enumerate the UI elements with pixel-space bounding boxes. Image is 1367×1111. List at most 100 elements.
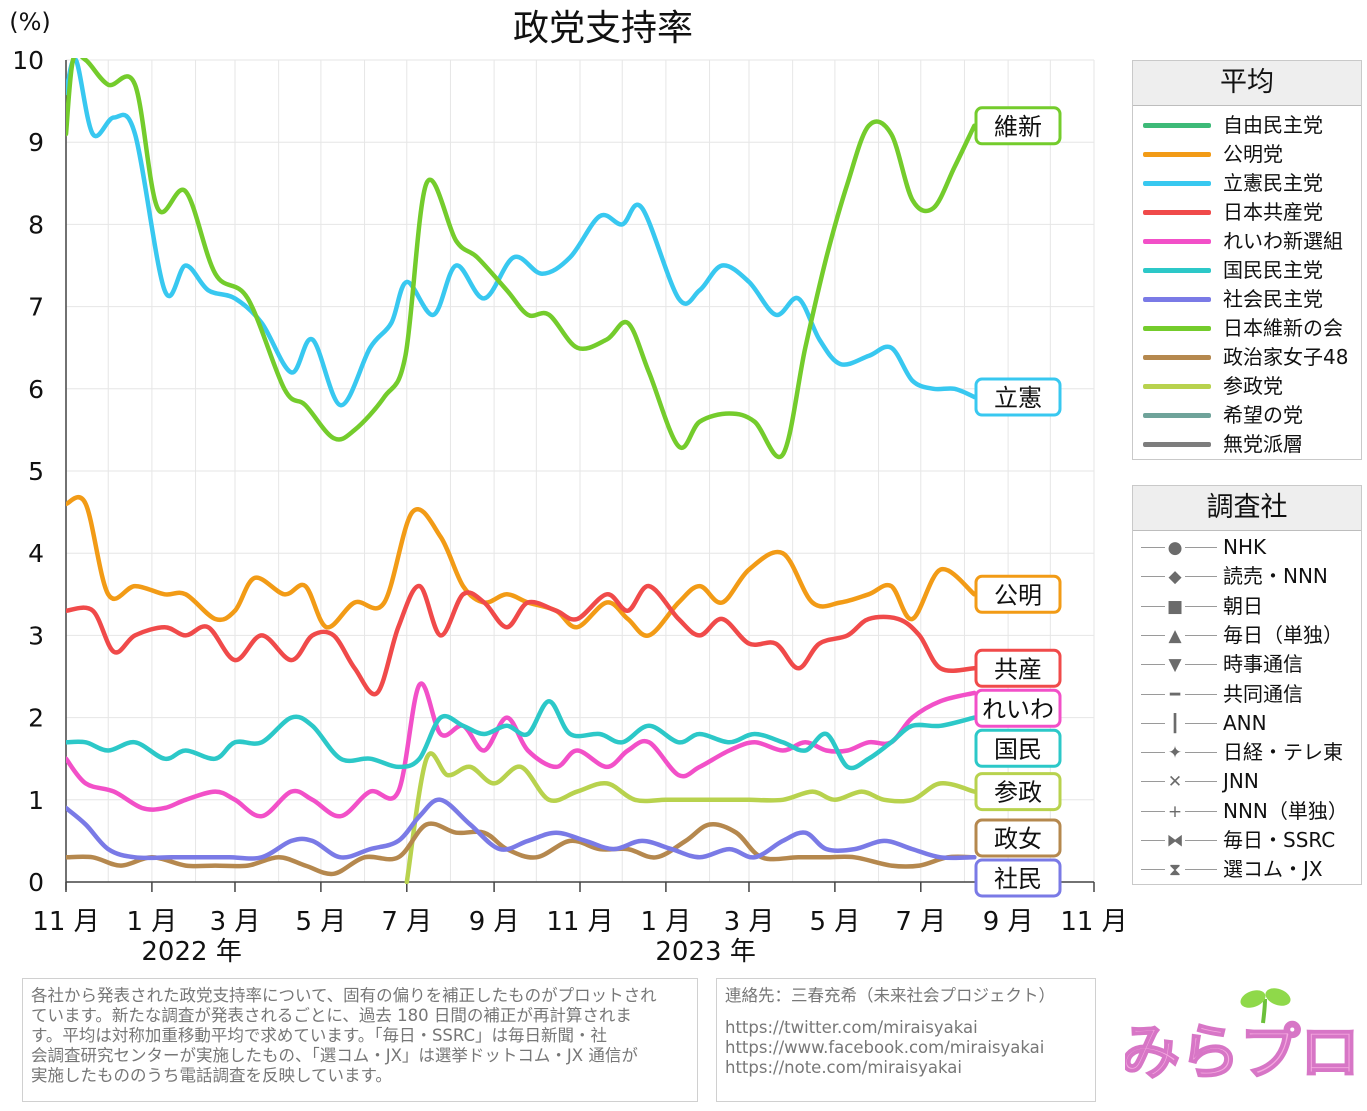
series-tag-box <box>974 772 1062 812</box>
series-tag-公明: 公明 <box>974 574 1062 614</box>
average-legend-item: 参政党 <box>1133 372 1361 401</box>
legend-label: 朝日 <box>1223 593 1263 618</box>
y-tick-label: 8 <box>28 210 44 239</box>
average-legend-item: 無党派層 <box>1133 430 1361 459</box>
y-tick-label: 10 <box>12 46 44 75</box>
legend-label: 参政党 <box>1223 374 1283 398</box>
series-tag-label: 立憲 <box>994 384 1042 412</box>
series-tag-box <box>974 858 1062 898</box>
legend-label: 時事通信 <box>1223 652 1303 677</box>
x-tick-label: 11 月 <box>32 907 99 937</box>
hourglass-marker-icon: ⧗ <box>1165 860 1185 881</box>
series-line-政女 <box>66 821 977 877</box>
legend-label: 国民民主党 <box>1223 258 1323 282</box>
dash-marker-icon: ━ <box>1165 684 1185 705</box>
series-tag-box <box>974 106 1062 146</box>
x-tick-label: 11 月 <box>546 907 613 937</box>
legend-swatch <box>1143 239 1211 244</box>
survey-legend-item: ● NHK <box>1133 533 1361 562</box>
legend-label: 共同通信 <box>1223 681 1303 706</box>
cross-marker-icon: ✕ <box>1165 772 1185 793</box>
x-tick-label: 3 月 <box>210 907 261 937</box>
footnote-line: ています。新たな調査が発表されるごとに、過去 180 日間の補正が再計算されま <box>31 1006 632 1025</box>
y-tick-label: 6 <box>28 375 44 404</box>
legend-swatch <box>1143 442 1211 447</box>
average-legend: 平均 自由民主党公明党立憲民主党日本共産党 れいわ新選組 国民民主党社会民主党日本維… <box>1132 60 1362 460</box>
footnote-line: 各社から発表された政党支持率について、固有の偏りを補正したものがプロットされ <box>31 986 657 1005</box>
average-legend-title: 平均 <box>1133 61 1361 106</box>
x-tick-label: 9 月 <box>983 907 1034 937</box>
footnote-box: 各社から発表された政党支持率について、固有の偏りを補正したものがプロットされ て… <box>22 978 698 1102</box>
series-line-立憲 <box>66 58 977 408</box>
legend-label: 公明党 <box>1223 142 1283 166</box>
series-line-社民 <box>66 797 977 861</box>
footnote-line: 実施したもののうち電話調査を反映しています。 <box>31 1066 392 1085</box>
series-tag-box <box>974 574 1062 614</box>
legend-label: 読売・NNN <box>1223 564 1328 589</box>
x-tick-label: 9 月 <box>469 907 520 937</box>
series-tag-label: 維新 <box>994 113 1042 141</box>
legend-swatch <box>1143 268 1211 273</box>
average-legend-item: 日本維新の会 <box>1133 314 1361 343</box>
series-line-れいわ <box>66 681 977 819</box>
series-line-公明 <box>66 495 977 638</box>
x-tick-label: 1 月 <box>126 907 177 937</box>
legend-swatch <box>1143 123 1211 128</box>
miraipro-logo: みらプロ <box>1125 988 1355 1089</box>
legend-label: 毎日・SSRC <box>1223 828 1336 852</box>
x-tick-label: 7 月 <box>895 907 946 937</box>
series-tag-label: 共産 <box>994 655 1042 683</box>
legend-label: NNN（単独） <box>1223 798 1348 823</box>
y-axis-unit-label: (%) <box>9 8 51 36</box>
survey-legend-item: ⧓ 毎日・SSRC <box>1133 826 1361 855</box>
x-tick-label: 7 月 <box>381 907 432 937</box>
legend-label: 希望の党 <box>1223 403 1303 427</box>
series-line-共産 <box>66 583 977 697</box>
plus-marker-icon: + <box>1165 801 1185 822</box>
axes: 0 1 2 3 4 5 6 7 8 9 10 11 月 1 月 3 月 5 月 7 月 9 月 11 月 1 月 3 … <box>12 46 1127 967</box>
year-label: 2023 年 <box>655 937 755 967</box>
average-legend-item: 社会民主党 <box>1133 285 1361 314</box>
legend-swatch <box>1143 413 1211 418</box>
legend-label: れいわ新選組 <box>1223 229 1343 253</box>
legend-label: 日本維新の会 <box>1223 316 1343 340</box>
y-tick-label: 4 <box>28 539 44 568</box>
legend-label: 社会民主党 <box>1223 287 1323 311</box>
series-tag-label: 社民 <box>994 865 1042 893</box>
average-legend-item: れいわ新選組 <box>1133 227 1361 256</box>
survey-legend: 調査社 ● NHK ◆ 読売・NNN ■ 朝日 ▲ 毎日（単独） ▼ 時事通信 ━ 共同通信 ┃ ANN ✦… <box>1132 485 1362 885</box>
survey-legend-item: ▼ 時事通信 <box>1133 650 1361 679</box>
series-tag-label: れいわ <box>982 695 1054 723</box>
legend-label: 自由民主党 <box>1223 113 1323 137</box>
average-legend-item: 日本共産党 <box>1133 198 1361 227</box>
series-tag-label: 政女 <box>994 825 1042 853</box>
facebook-link[interactable]: https://www.facebook.com/miraisyakai <box>725 1038 1045 1057</box>
series-tag-box <box>974 648 1062 688</box>
twitter-link[interactable]: https://twitter.com/miraisyakai <box>725 1018 978 1037</box>
y-tick-label: 2 <box>28 704 44 733</box>
series-tag-box <box>974 688 1062 728</box>
series-tag-box <box>974 818 1062 858</box>
series-line-維新 <box>66 58 977 460</box>
survey-legend-item: ┃ ANN <box>1133 709 1361 738</box>
contact-label: 連絡先：三春充希（未来社会プロジェクト） <box>725 986 1055 1005</box>
y-tick-label: 7 <box>28 293 44 322</box>
x-tick-label: 1 月 <box>640 907 691 937</box>
legend-label: NHK <box>1223 535 1267 559</box>
square-marker-icon: ■ <box>1165 596 1185 617</box>
series-tag-参政: 参政 <box>974 772 1062 812</box>
legend-label: 立憲民主党 <box>1223 171 1323 195</box>
y-tick-label: 5 <box>28 457 44 486</box>
survey-legend-item: ⧗ 選コム・JX <box>1133 855 1361 884</box>
note-link[interactable]: https://note.com/miraisyakai <box>725 1058 962 1077</box>
average-legend-item: 公明党 <box>1133 140 1361 169</box>
series-line-参政 <box>404 751 977 884</box>
sprout-icon <box>1240 988 1291 1024</box>
x-tick-label: 5 月 <box>809 907 860 937</box>
legend-label: 政治家女子48 <box>1223 345 1349 369</box>
survey-legend-item: ■ 朝日 <box>1133 592 1361 621</box>
survey-legend-item: ✕ JNN <box>1133 767 1361 796</box>
average-legend-item: 希望の党 <box>1133 401 1361 430</box>
support-rate-chart: 政党支持率 (%) 0 1 2 3 4 5 6 7 8 9 10 11 月 1 月 3 月 5 月 7 月 9 … <box>9 8 1127 967</box>
